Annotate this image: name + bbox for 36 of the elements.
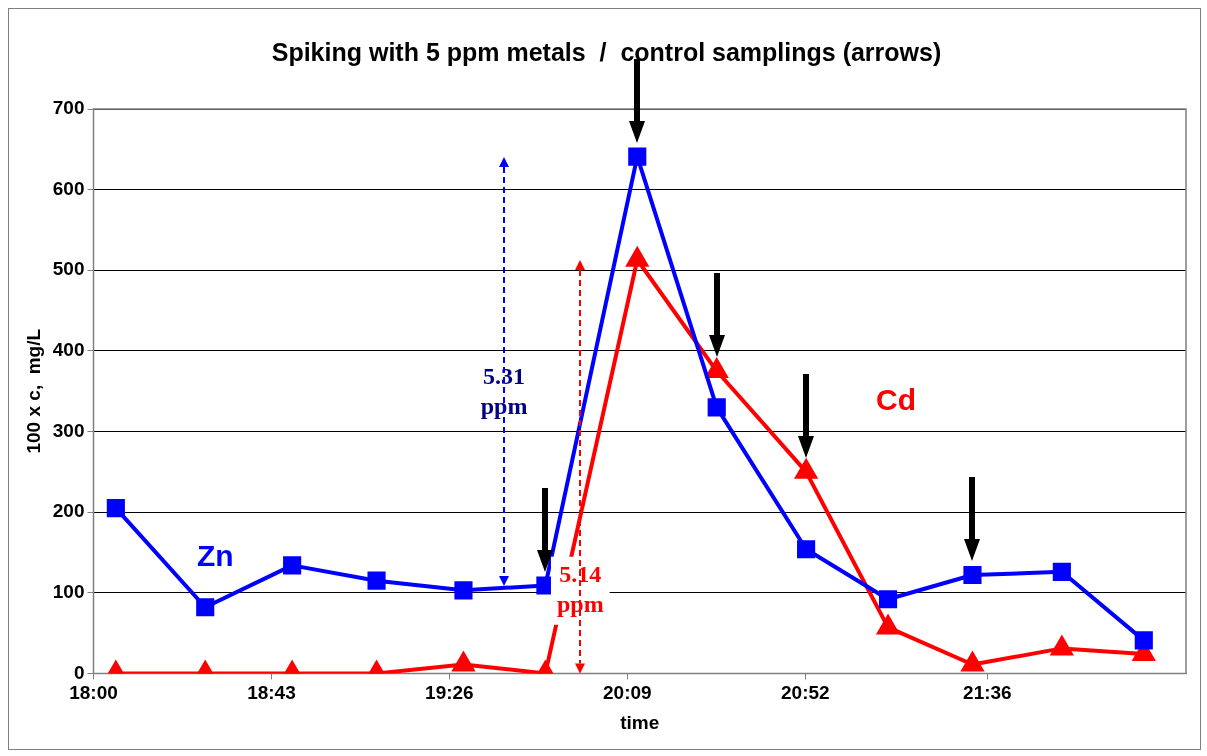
point (454, 581, 473, 600)
y-tick-label: 700 (52, 97, 85, 119)
y-tick-label: 300 (52, 419, 85, 441)
point (196, 598, 215, 617)
series-label: Zn (196, 538, 234, 572)
point (628, 147, 647, 166)
chart-title: Spiking with 5 ppm metals / control samplings (arrows) (271, 37, 942, 66)
x-axis-title: time (620, 711, 660, 733)
y-axis-title: 100 x c, mg/L (22, 328, 44, 454)
y-tick-label: 100 (52, 581, 85, 603)
x-tick-label: 20:52 (780, 682, 830, 704)
x-tick-label: 21:36 (963, 682, 1012, 704)
point (367, 571, 386, 590)
x-tick-label: 18:43 (247, 682, 296, 704)
annotation: 5.14 ppm (556, 560, 604, 617)
point (706, 359, 728, 379)
point (106, 499, 125, 518)
annotation: 5.31 ppm (480, 362, 528, 419)
point (963, 565, 982, 585)
x-tick-label: 19:26 (425, 682, 474, 704)
point (1134, 631, 1153, 650)
y-tick-label: 200 (52, 500, 85, 522)
point (283, 556, 302, 575)
y-tick-label: 500 (52, 258, 85, 280)
point (797, 540, 816, 559)
text: Cd (876, 383, 917, 417)
point (877, 615, 899, 635)
point (707, 398, 726, 417)
point (1052, 562, 1071, 581)
x-tick-label: 20:09 (603, 682, 652, 704)
point (878, 590, 898, 609)
y-tick-label: 400 (52, 339, 85, 361)
y-tick-label: 600 (52, 177, 85, 199)
point (1051, 636, 1073, 656)
y-tick-label: 0 (73, 661, 85, 683)
x-tick-label: 18:00 (69, 682, 118, 704)
